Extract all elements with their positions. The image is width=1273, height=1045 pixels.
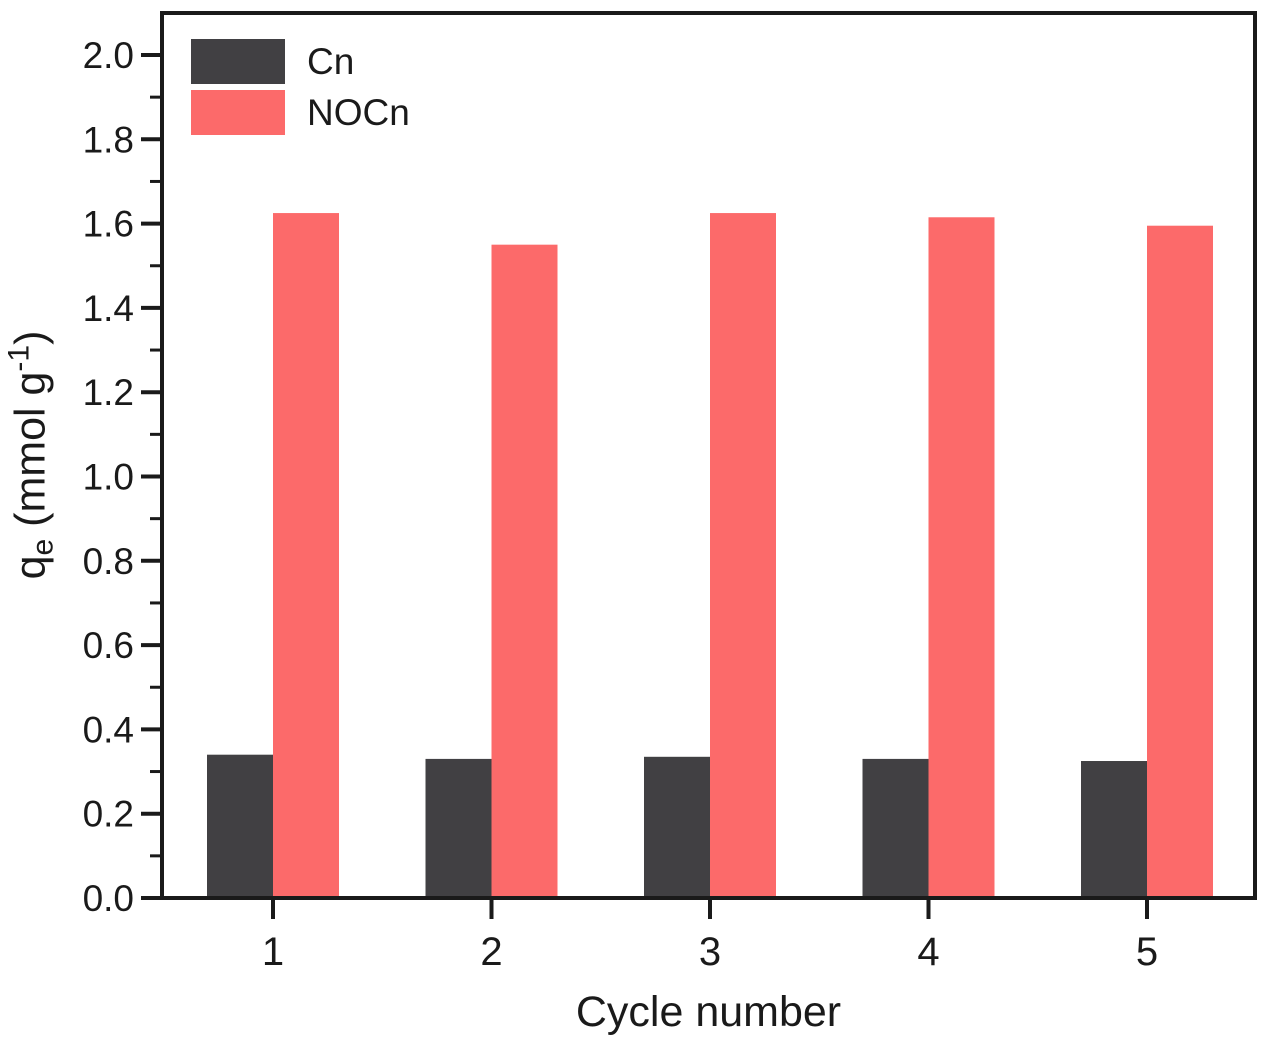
bar-cn-cycle-4 xyxy=(862,758,929,897)
x-tick-label-3: 3 xyxy=(699,930,721,974)
y-tick-label-1.8: 1.8 xyxy=(83,119,134,160)
bar-cn-cycle-2 xyxy=(425,758,492,897)
bar-nocn-cycle-1 xyxy=(273,213,339,897)
legend-swatch-nocn xyxy=(191,90,285,135)
y-tick-label-0.0: 0.0 xyxy=(83,878,134,919)
y-tick-label-0.2: 0.2 xyxy=(83,794,134,835)
y-tick-label-1.4: 1.4 xyxy=(83,288,134,329)
legend-item-cn: Cn xyxy=(191,39,410,84)
x-tick-label-5: 5 xyxy=(1136,930,1158,974)
bar-cn-cycle-1 xyxy=(207,754,273,897)
y-tick-label-2.0: 2.0 xyxy=(83,35,134,76)
legend-swatch-cn xyxy=(191,39,285,84)
bar-nocn-cycle-5 xyxy=(1147,225,1213,897)
bar-nocn-cycle-4 xyxy=(928,217,995,898)
x-axis-title: Cycle number xyxy=(575,988,842,1036)
bar-cn-cycle-5 xyxy=(1081,761,1147,897)
y-tick-label-1.0: 1.0 xyxy=(83,457,134,498)
x-tick-label-2: 2 xyxy=(480,930,502,974)
y-axis-title: qe (mmol g-1) xyxy=(3,330,60,580)
bar-nocn-cycle-2 xyxy=(491,244,558,898)
y-tick-label-0.8: 0.8 xyxy=(83,541,134,582)
bar-nocn-cycle-3 xyxy=(710,213,776,897)
y-title-mid: (mmol g xyxy=(6,371,55,539)
y-title-end: ) xyxy=(6,330,55,345)
y-title-base: q xyxy=(6,555,55,580)
y-tick-label-1.2: 1.2 xyxy=(83,372,134,413)
legend-item-nocn: NOCn xyxy=(191,90,410,135)
bar-cn-cycle-3 xyxy=(644,756,710,897)
y-tick-label-0.4: 0.4 xyxy=(83,709,134,750)
chart-legend: Cn NOCn xyxy=(191,39,410,135)
y-title-sub: e xyxy=(26,538,60,556)
y-title-sup: -1 xyxy=(2,344,36,372)
plot-frame xyxy=(160,11,1257,900)
x-tick-label-4: 4 xyxy=(917,930,939,974)
y-tick-label-0.6: 0.6 xyxy=(83,625,134,666)
legend-label-nocn: NOCn xyxy=(307,92,410,133)
y-tick-label-1.6: 1.6 xyxy=(83,204,134,245)
legend-label-cn: Cn xyxy=(307,41,355,82)
x-tick-label-1: 1 xyxy=(262,930,284,974)
